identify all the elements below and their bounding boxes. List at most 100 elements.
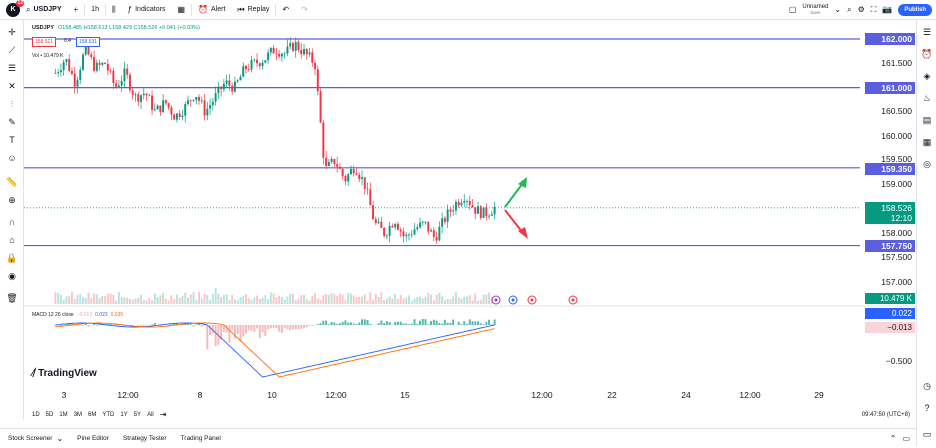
chevron-down-icon[interactable]: ⌄: [56, 433, 64, 443]
volume-bar: [291, 293, 294, 304]
clock-timezone[interactable]: 09:47:50 (UTC+8): [861, 412, 910, 418]
volume-bar: [104, 295, 107, 304]
volume-bar: [488, 292, 491, 304]
macd-histogram-bar: [153, 323, 156, 325]
layout-icon[interactable]: ▢: [788, 4, 797, 14]
ruler-icon[interactable]: 📏: [6, 176, 18, 187]
lock-icon[interactable]: 🔒: [6, 252, 18, 263]
collapse-icon[interactable]: ⌃: [889, 433, 897, 443]
range-1d[interactable]: 1D: [32, 412, 40, 418]
settings-icon[interactable]: ⚙: [857, 4, 865, 14]
trendline-icon[interactable]: ⟋: [8, 44, 16, 55]
level-label[interactable]: 159.350: [865, 163, 915, 175]
macd-histogram-bar: [402, 323, 405, 325]
range-1m[interactable]: 1M: [59, 412, 68, 418]
brush-icon[interactable]: ✎: [8, 116, 16, 127]
volume-bar: [394, 294, 397, 304]
range-5y[interactable]: 5Y: [133, 412, 142, 418]
buy-price-button[interactable]: 158.531: [76, 37, 101, 47]
price-chart[interactable]: [24, 20, 916, 408]
replay-button[interactable]: ⏮ Replay: [231, 0, 275, 20]
user-avatar[interactable]: K 12: [6, 0, 24, 17]
range-5d[interactable]: 5D: [45, 412, 54, 418]
macd-histogram-bar: [410, 323, 413, 325]
chart-pane[interactable]: USDJPY O158.485 H158.613 L158.429 C158.5…: [24, 20, 916, 408]
interval-button[interactable]: 1h: [91, 6, 99, 13]
level-label[interactable]: 161.000: [865, 82, 915, 94]
tab-trading-panel[interactable]: Trading Panel: [180, 435, 221, 442]
level-label[interactable]: 162.000: [865, 33, 915, 45]
templates-button[interactable]: ▦: [171, 0, 191, 20]
volume-bar: [363, 294, 366, 304]
level-label[interactable]: 157.750: [865, 240, 915, 252]
layers-icon[interactable]: ◈: [923, 70, 931, 81]
time-axis[interactable]: 3 12:00 8 10 12:00 15 12:00 22 24 12:00 …: [24, 388, 856, 400]
range-6m[interactable]: 6M: [88, 412, 97, 418]
candle-body: [427, 221, 430, 232]
candle-body: [175, 113, 178, 120]
candle-body: [112, 70, 115, 84]
range-ytd[interactable]: YTD: [102, 412, 115, 418]
range-3m[interactable]: 3M: [73, 412, 83, 418]
ideas-icon[interactable]: ◎: [923, 158, 931, 169]
candle-body: [490, 214, 493, 216]
zoom-icon[interactable]: ⊕: [8, 194, 16, 205]
fib-icon[interactable]: ☰: [7, 62, 17, 73]
maximize-panel-icon[interactable]: ▭: [902, 433, 910, 443]
candle-body: [435, 237, 438, 241]
crosshair-icon[interactable]: ✛: [8, 26, 16, 37]
range-all[interactable]: All: [147, 412, 154, 418]
macd-histogram-bar: [311, 325, 314, 326]
alert-button[interactable]: ⏰ Alert: [192, 0, 231, 20]
eye-icon[interactable]: ◉: [8, 270, 16, 281]
bullish-arrow-line: [504, 182, 524, 208]
trash-icon[interactable]: 🗑: [6, 292, 18, 303]
alerts-icon[interactable]: ⏰: [921, 48, 933, 59]
camera-icon[interactable]: 📷: [882, 4, 893, 14]
series-legend: USDJPY O158.485 H158.613 L158.429 C158.5…: [32, 25, 200, 31]
candle-body: [178, 113, 181, 118]
chart-type-button[interactable]: ⫼: [106, 0, 122, 20]
time-tick: 12:00: [531, 390, 553, 400]
redo-button[interactable]: ↷: [295, 0, 314, 20]
volume-bar: [410, 300, 413, 304]
macd-histogram-bar: [394, 322, 397, 325]
calendar-icon[interactable]: ▦: [922, 136, 932, 147]
current-price-label[interactable]: 158.526 12:10: [865, 202, 915, 224]
pattern-icon[interactable]: ✕: [8, 80, 16, 91]
fullscreen-icon[interactable]: ⛶: [870, 4, 877, 14]
tab-pine-editor[interactable]: Pine Editor: [77, 435, 109, 442]
date-range-bar: 1D 5D 1M 3M 6M YTD 1Y 5Y All ⇥ 09:47:50 …: [24, 408, 916, 422]
emoji-icon[interactable]: ☺: [7, 153, 17, 163]
compare-button[interactable]: +: [68, 0, 85, 20]
range-1y[interactable]: 1Y: [120, 412, 128, 418]
chevron-down-icon[interactable]: ⌄: [834, 4, 842, 14]
undo-button[interactable]: ↶: [276, 0, 295, 20]
prediction-icon[interactable]: ⫶: [10, 98, 14, 109]
tab-stock-screener[interactable]: Stock Screener: [8, 435, 53, 442]
macd-histogram-bar: [358, 322, 361, 325]
sell-price-button[interactable]: 158.521: [32, 37, 57, 47]
watchlist-icon[interactable]: ☰: [922, 26, 932, 37]
layout-name-button[interactable]: Unnamed Save: [802, 4, 828, 16]
candle-body: [385, 235, 388, 237]
candle-body: [90, 54, 93, 58]
candle-body: [466, 200, 468, 202]
volume-bar: [95, 294, 98, 304]
lock-drawings-icon[interactable]: ⌂: [9, 235, 15, 245]
maximize-icon[interactable]: ▭: [922, 428, 932, 439]
text-icon[interactable]: T: [9, 135, 15, 145]
quick-search-icon[interactable]: ⌕: [847, 4, 852, 14]
symbol-search-button[interactable]: ⌕ USDJPY: [20, 0, 68, 20]
indicators-button[interactable]: ƒ Indicators: [122, 0, 172, 20]
publish-button[interactable]: Publish: [898, 3, 932, 16]
goto-date-icon[interactable]: ⇥: [159, 410, 167, 419]
magnet-icon[interactable]: ∩: [8, 217, 16, 227]
tab-strategy-tester[interactable]: Strategy Tester: [122, 435, 167, 442]
candle-body: [493, 206, 496, 215]
tradingview-logo[interactable]: ⁄⧸ TradingView: [32, 368, 97, 379]
notifications-icon[interactable]: ◷: [923, 380, 931, 391]
help-icon[interactable]: ?: [924, 403, 930, 413]
news-icon[interactable]: ▤: [922, 114, 932, 125]
hotlist-icon[interactable]: ♨: [922, 92, 932, 103]
